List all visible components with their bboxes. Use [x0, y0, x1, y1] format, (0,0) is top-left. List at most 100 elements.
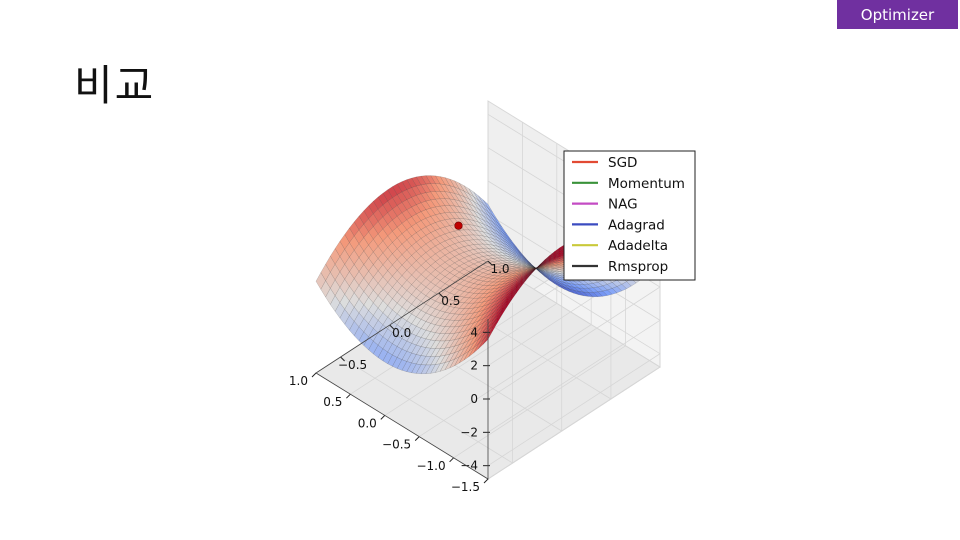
- surface-patch: [502, 247, 513, 254]
- surface-patch: [353, 229, 365, 245]
- surface-patch: [439, 240, 451, 249]
- legend-label: Rmsprop: [608, 259, 668, 275]
- chart-legend: SGD Momentum NAG Adagrad Adadelta Rmsprop: [563, 150, 696, 281]
- surface-patch: [435, 206, 446, 214]
- surface-patch: [482, 248, 494, 253]
- surface-patch: [444, 245, 455, 253]
- surface-patch: [482, 270, 494, 275]
- surface-patch: [358, 210, 369, 225]
- surface-patch: [416, 256, 427, 266]
- surface-patch: [458, 257, 470, 264]
- surface-patch: [549, 251, 560, 259]
- surface-patch: [420, 226, 431, 236]
- surface-patch: [325, 288, 336, 305]
- surface-patch: [473, 331, 484, 344]
- surface-patch: [473, 322, 484, 334]
- start-point-marker: [454, 221, 463, 230]
- surface-patch: [373, 233, 384, 247]
- surface-patch: [396, 212, 408, 224]
- surface-patch: [540, 266, 551, 268]
- x-tick: [483, 478, 489, 484]
- surface-patch: [497, 289, 508, 298]
- surface-patch: [444, 225, 455, 233]
- surface-patch: [511, 251, 522, 259]
- surface-patch: [458, 229, 470, 236]
- surface-patch: [511, 246, 522, 256]
- surface-patch: [492, 231, 503, 241]
- surface-patch: [458, 246, 470, 253]
- surface-patch: [458, 218, 470, 225]
- surface-patch: [439, 233, 451, 242]
- surface-patch: [516, 270, 527, 274]
- surface-patch: [358, 304, 369, 319]
- surface-patch: [468, 229, 479, 236]
- surface-patch: [454, 336, 465, 347]
- surface-patch: [449, 231, 460, 238]
- surface-patch: [549, 254, 560, 261]
- surface-patch: [420, 312, 431, 322]
- surface-patch: [530, 263, 541, 274]
- surface-patch: [449, 205, 460, 213]
- surface-patch: [454, 325, 465, 334]
- surface-patch: [349, 321, 360, 337]
- legend-label: Adadelta: [608, 238, 668, 254]
- surface-patch: [439, 297, 451, 306]
- x-tick: [346, 393, 351, 399]
- surface-patch: [497, 299, 508, 310]
- surface-patch: [492, 241, 503, 248]
- surface-patch: [439, 319, 451, 327]
- surface-patch: [468, 219, 479, 227]
- surface-patch: [463, 224, 475, 231]
- surface-patch: [435, 175, 446, 185]
- surface-patch: [483, 223, 493, 233]
- surface-patch: [487, 247, 499, 253]
- surface-patch: [526, 268, 536, 280]
- surface-patch: [468, 244, 479, 250]
- surface-patch: [396, 264, 408, 276]
- surface-patch: [416, 184, 427, 195]
- surface-patch: [497, 301, 508, 314]
- surface-patch: [550, 256, 560, 262]
- surface-patch: [420, 192, 431, 202]
- z-tick-label: 2: [470, 359, 478, 373]
- surface-patch: [444, 292, 455, 300]
- surface-patch: [330, 295, 341, 312]
- surface-patch: [444, 252, 455, 260]
- surface-patch: [502, 291, 513, 301]
- x-tick-label: −0.5: [382, 438, 411, 452]
- surface-patch: [449, 198, 460, 207]
- surface-patch: [392, 216, 403, 228]
- surface-patch: [396, 254, 408, 266]
- surface-patch: [487, 207, 498, 221]
- surface-patch: [463, 347, 474, 361]
- surface-patch: [353, 326, 365, 342]
- axis-frame: [315, 260, 489, 480]
- surface-patch: [483, 309, 493, 319]
- y-tick: [389, 324, 395, 330]
- surface-patch: [545, 274, 556, 281]
- surface-patch: [477, 268, 489, 273]
- surface-patch: [549, 252, 560, 260]
- surface-patch: [439, 247, 451, 256]
- surface-patch: [396, 191, 408, 203]
- surface-patch: [492, 218, 503, 231]
- surface-patch: [358, 264, 369, 279]
- surface-patch: [396, 202, 408, 214]
- surface-patch: [396, 306, 408, 318]
- grid-line: [340, 303, 513, 464]
- surface-patch: [473, 327, 484, 339]
- surface-patch: [439, 212, 451, 220]
- surface-patch: [535, 263, 546, 269]
- surface-patch: [401, 340, 412, 352]
- surface-patch: [507, 268, 517, 271]
- surface-patch: [396, 223, 408, 234]
- surface-patch: [502, 299, 513, 312]
- surface-patch: [358, 250, 369, 265]
- surface-patch: [497, 306, 508, 320]
- legend-box: [563, 150, 696, 281]
- surface-patch: [545, 271, 555, 277]
- z-tick-label: −2: [460, 425, 478, 439]
- surface-patch: [463, 245, 475, 251]
- surface-patch: [420, 252, 431, 262]
- surface-patch: [435, 183, 446, 192]
